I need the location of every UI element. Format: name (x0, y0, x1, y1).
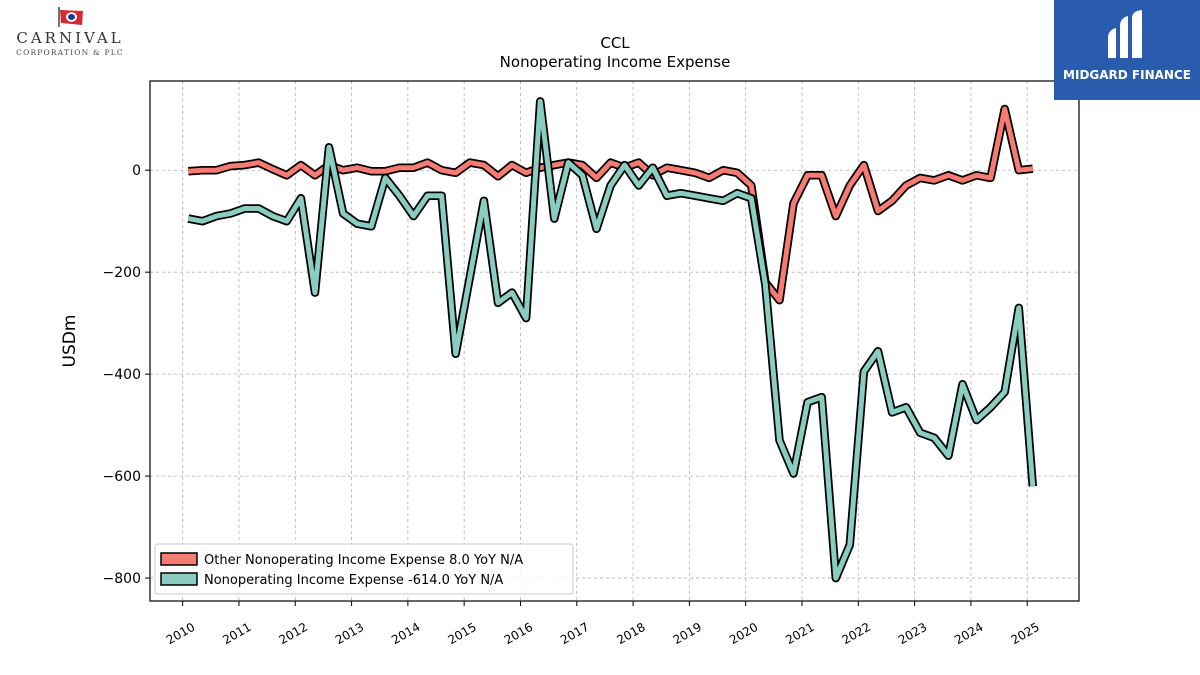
x-tick-label: 2021 (783, 620, 816, 647)
plot-frame (149, 80, 1080, 602)
x-tick-label: 2024 (952, 620, 985, 647)
midgard-brand-text: MIDGARD FINANCE (1063, 68, 1191, 82)
y-axis-label: USDm (60, 315, 80, 368)
x-tick-label: 2011 (220, 620, 253, 647)
series-lines (187, 97, 1038, 583)
grid (150, 81, 1079, 601)
x-tick-label: 2017 (558, 620, 591, 647)
x-tick-label: 2015 (445, 620, 478, 647)
y-tick-label: −800 (103, 571, 141, 587)
legend-swatch (160, 572, 198, 586)
legend: Other Nonoperating Income Expense 8.0 Yo… (154, 543, 574, 595)
legend-label: Nonoperating Income Expense -614.0 YoY N… (204, 573, 503, 588)
carnival-flag-icon (58, 7, 83, 27)
carnival-subtitle-text: CORPORATION & PLC (16, 48, 124, 57)
x-tick-label: 2010 (164, 620, 197, 647)
y-tick-label: −600 (103, 469, 141, 485)
y-axis: 0 −200 −400 −600 −800 (103, 163, 150, 587)
x-tick-label: 2025 (1008, 620, 1041, 647)
midgard-mark-icon (1108, 10, 1142, 58)
x-tick-label: 2016 (502, 620, 535, 647)
x-tick-label: 2018 (614, 620, 647, 647)
chart-title: CCL (600, 34, 630, 52)
y-tick-label: −400 (103, 367, 141, 383)
midgard-finance-logo: MIDGARD FINANCE (1054, 0, 1200, 100)
x-tick-label: 2020 (727, 620, 760, 647)
legend-label: Other Nonoperating Income Expense 8.0 Yo… (204, 553, 523, 568)
x-axis: 2010 2011 2012 2013 2014 2015 2016 2017 2018 2019… (164, 601, 1042, 647)
x-tick-label: 2022 (840, 620, 873, 647)
x-tick-label: 2019 (671, 620, 704, 647)
chart-subtitle: Nonoperating Income Expense (500, 53, 731, 71)
series-line-nonoperating-income-expense (187, 98, 1036, 581)
y-tick-label: 0 (132, 163, 141, 179)
carnival-logo: CARNIVAL CORPORATION & PLC (4, 4, 134, 60)
legend-swatch (160, 552, 198, 566)
x-tick-label: 2013 (333, 620, 366, 647)
carnival-brand-text: CARNIVAL (16, 29, 124, 47)
y-tick-label: −200 (103, 265, 141, 281)
x-tick-label: 2023 (896, 620, 929, 647)
x-tick-label: 2014 (389, 620, 422, 647)
x-tick-label: 2012 (277, 620, 310, 647)
